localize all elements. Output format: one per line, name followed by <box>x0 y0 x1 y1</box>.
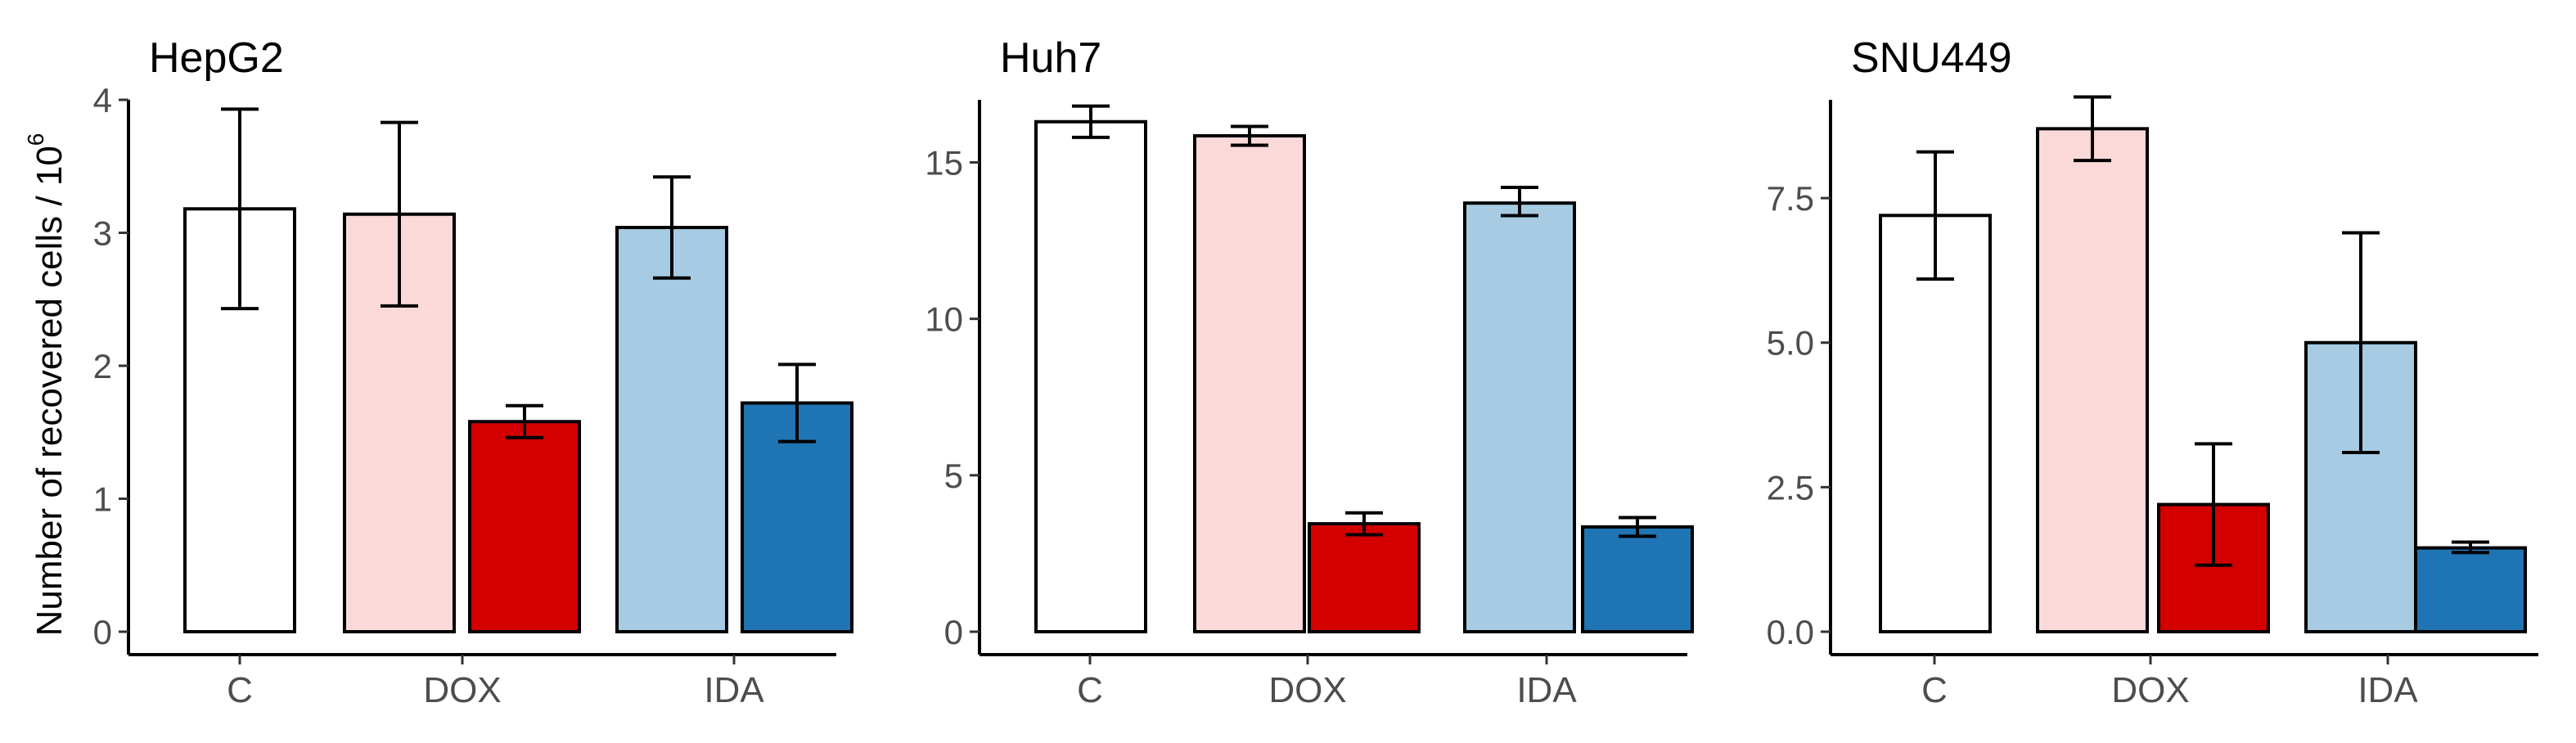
x-tick-label: DOX <box>2111 670 2189 710</box>
y-tick-label: 0 <box>944 613 963 651</box>
bar-ida <box>1581 525 1694 633</box>
panel-title: Huh7 <box>1000 34 1101 82</box>
y-tick-label: 4 <box>93 81 112 119</box>
y-tick-label: 5.0 <box>1767 324 1814 362</box>
x-tick-label: IDA <box>2358 670 2418 710</box>
bar-c <box>1879 214 1992 633</box>
x-tick-label: C <box>1921 670 1948 710</box>
y-tick-label: 0 <box>93 613 112 651</box>
bar-dox <box>2036 127 2149 633</box>
y-tick-label: 2 <box>93 347 112 385</box>
x-tick-label: C <box>227 670 253 710</box>
x-tick-label: DOX <box>1268 670 1346 710</box>
y-tick-label: 10 <box>925 300 963 339</box>
bar-dox <box>468 420 581 633</box>
y-tick-label: 2.5 <box>1767 468 1814 507</box>
y-tick-label: 0.0 <box>1767 613 1814 651</box>
y-tick-label: 5 <box>944 457 963 495</box>
bar-ida <box>1463 201 1576 634</box>
y-tick-label: 3 <box>93 214 112 253</box>
y-tick-label: 7.5 <box>1767 179 1814 218</box>
bar-ida <box>615 226 728 633</box>
x-tick-label: DOX <box>423 670 501 710</box>
x-tick-label: C <box>1077 670 1103 710</box>
bar-ida <box>2414 546 2527 633</box>
x-tick-label: IDA <box>1516 670 1577 710</box>
bar-dox <box>1193 133 1306 633</box>
x-tick-label: IDA <box>704 670 764 710</box>
panel-title: SNU449 <box>1851 34 2012 82</box>
bar-c <box>1034 119 1147 633</box>
panel-title: HepG2 <box>149 34 284 82</box>
y-tick-label: 1 <box>93 480 112 519</box>
y-tick-label: 15 <box>925 143 963 182</box>
bar-dox <box>1308 522 1421 634</box>
